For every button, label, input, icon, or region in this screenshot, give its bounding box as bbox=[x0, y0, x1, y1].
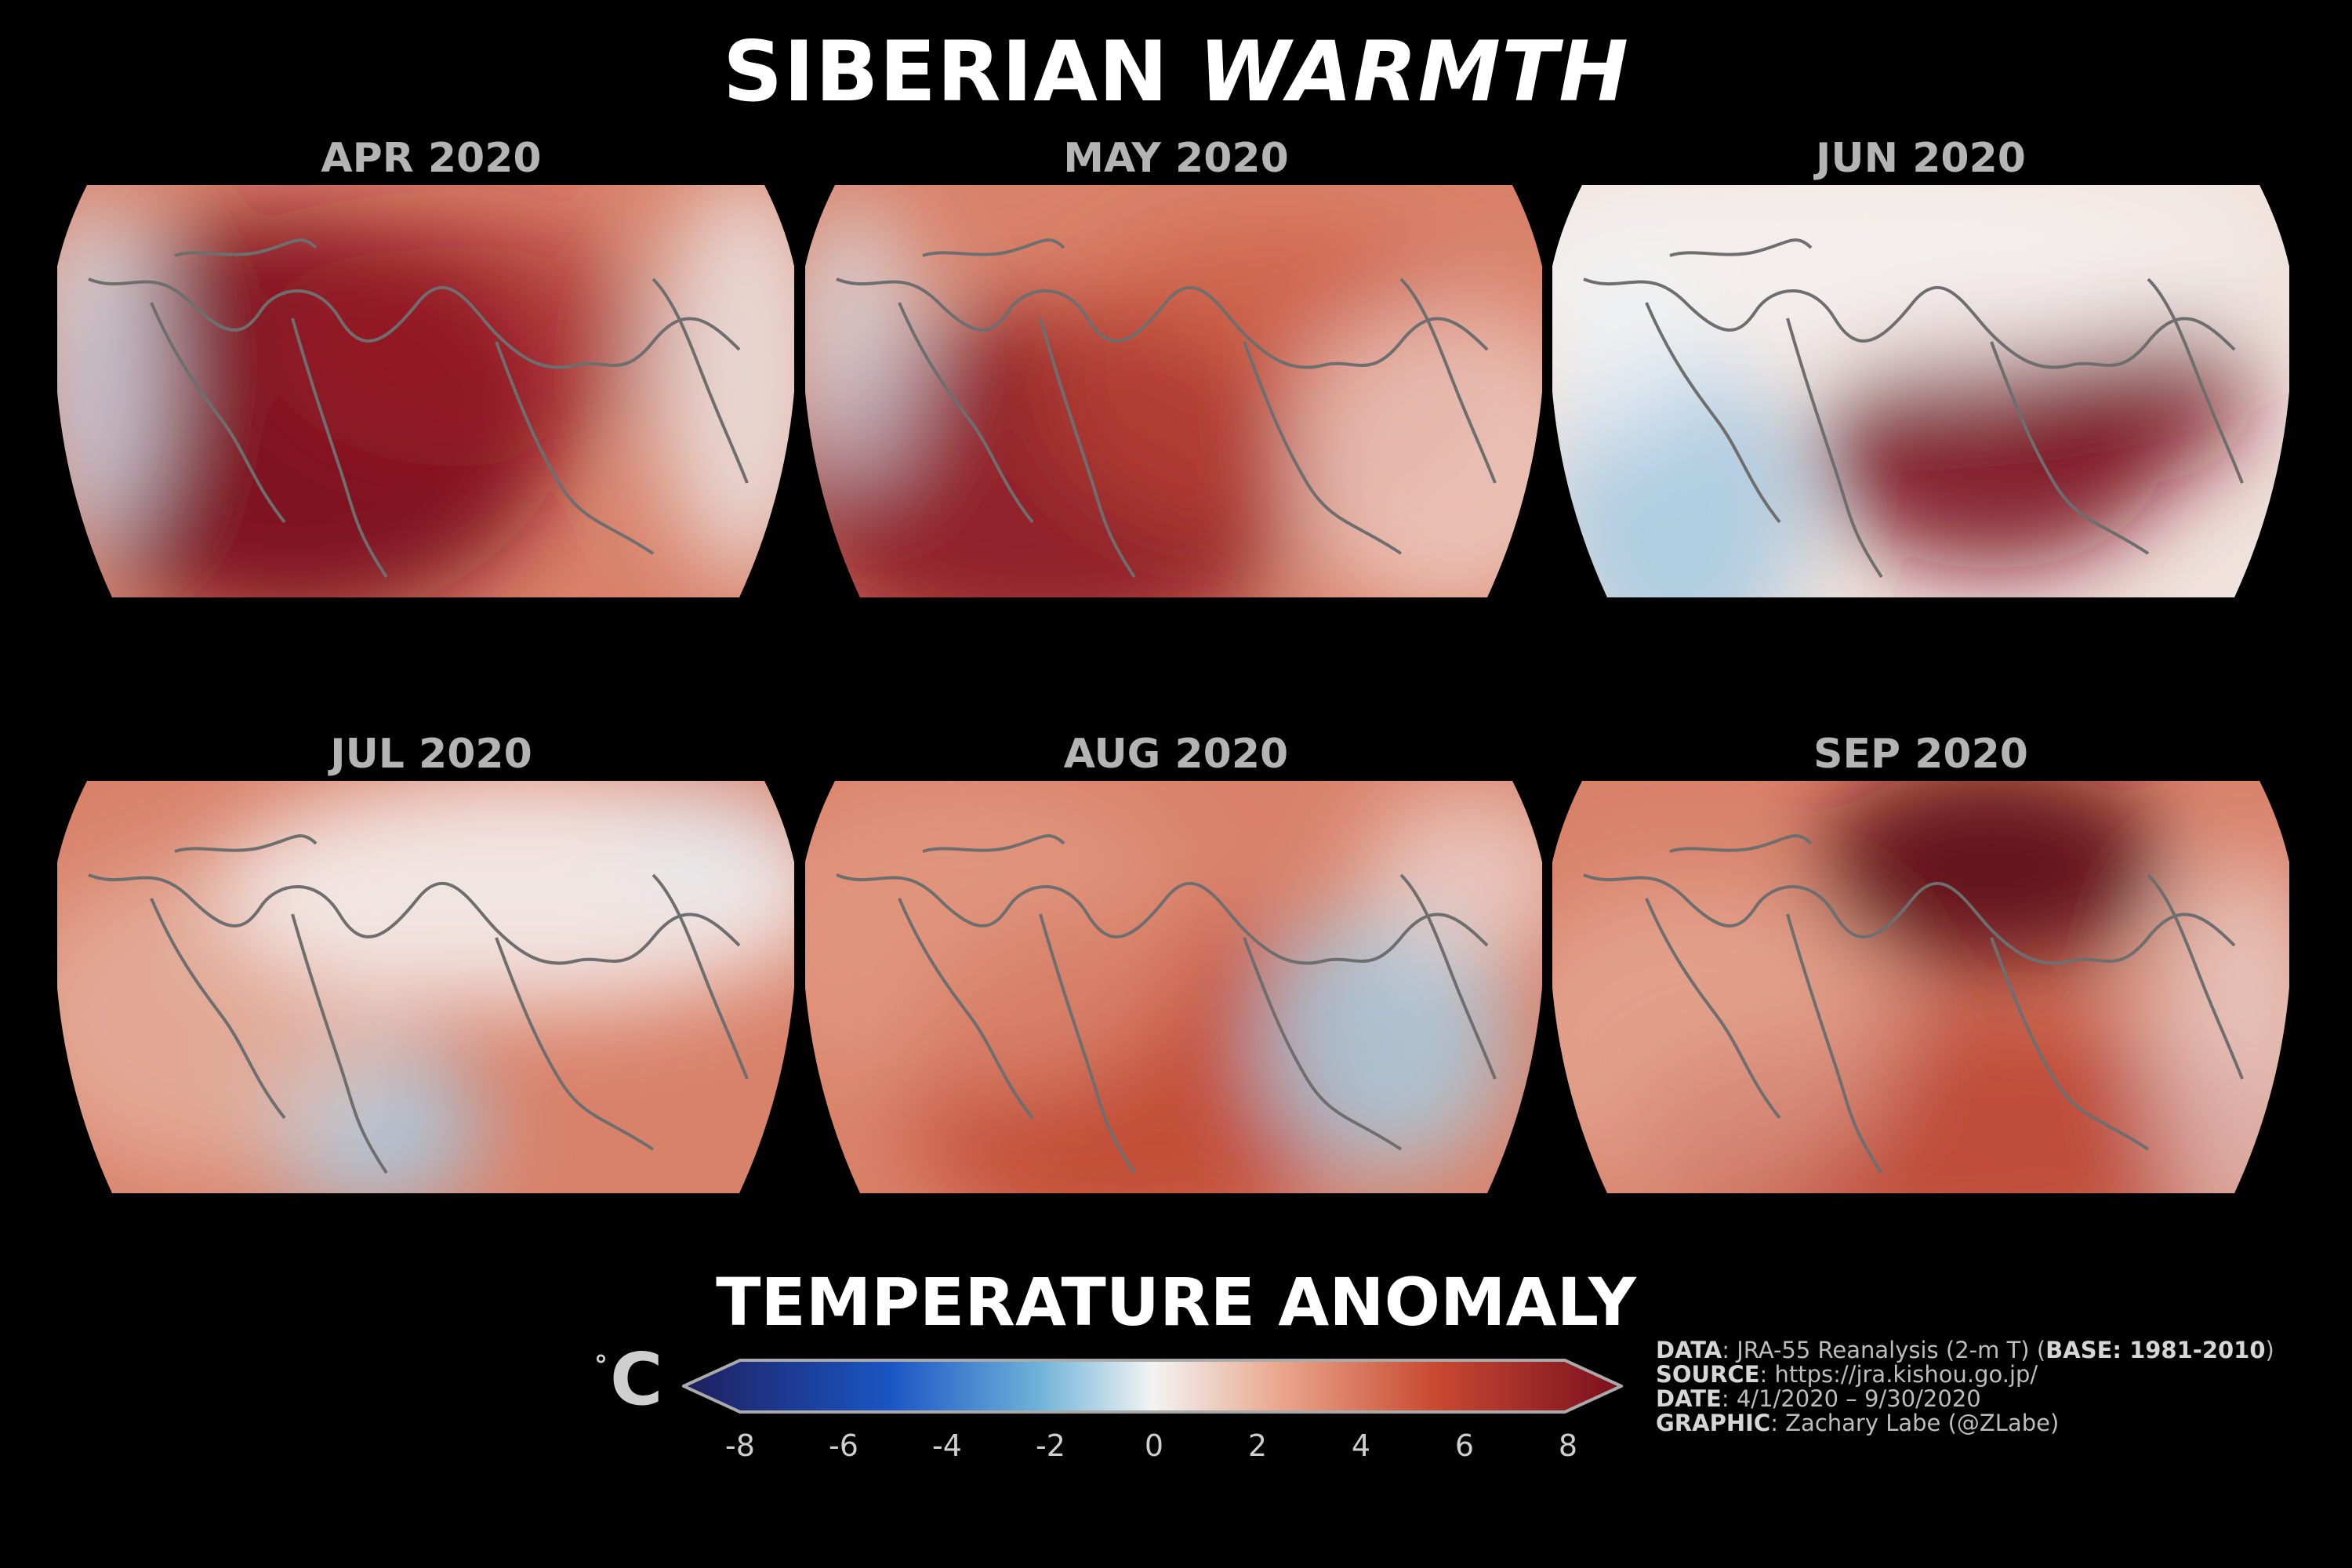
coastline bbox=[836, 834, 1497, 1174]
panel-title-sep: SEP 2020 bbox=[1813, 731, 2028, 778]
panel-title-jul: JUL 2020 bbox=[330, 731, 532, 778]
credits: DATA: JRA-55 Reanalysis (2-m T) (BASE: 1… bbox=[1656, 1338, 2274, 1436]
title-emphasis: WARMTH bbox=[1198, 24, 1629, 120]
anomaly-region bbox=[261, 216, 669, 467]
tick-label: -8 bbox=[725, 1428, 755, 1463]
anomaly-region bbox=[805, 781, 1197, 1094]
anomaly-field bbox=[805, 185, 1542, 597]
map-aug bbox=[805, 781, 1542, 1193]
anomaly-region bbox=[1819, 781, 2164, 969]
map-may bbox=[805, 185, 1542, 597]
colorbar-title: TEMPERATURE ANOMALY bbox=[716, 1264, 1636, 1341]
colorbar-ticks: -8 -6 -4 -2 0 2 4 6 8 bbox=[0, 1428, 2352, 1475]
coastline bbox=[1583, 238, 2244, 579]
anomaly-field bbox=[1552, 185, 2289, 597]
tick-label: 6 bbox=[1454, 1428, 1475, 1463]
coastline bbox=[1583, 834, 2244, 1174]
panel-title-aug: AUG 2020 bbox=[1063, 731, 1289, 778]
credit-source: SOURCE: https://jra.kishou.go.jp/ bbox=[1656, 1361, 2038, 1388]
tick-label: 2 bbox=[1247, 1428, 1268, 1463]
unit-degree: ° bbox=[594, 1350, 608, 1381]
map-jul bbox=[57, 781, 794, 1193]
anomaly-field bbox=[57, 781, 794, 1193]
tick-label: 0 bbox=[1144, 1428, 1164, 1463]
tick-label: -2 bbox=[1036, 1428, 1065, 1463]
anomaly-region bbox=[1362, 789, 1542, 961]
credit-graphic: GRAPHIC: Zachary Labe (@ZLabe) bbox=[1656, 1410, 2060, 1436]
anomaly-region bbox=[614, 781, 794, 906]
anomaly-region bbox=[2148, 859, 2289, 1193]
anomaly-region bbox=[653, 185, 794, 577]
map-apr bbox=[57, 185, 794, 597]
coastline bbox=[836, 238, 1497, 579]
figure-title: SIBERIAN WARMTH bbox=[0, 24, 2352, 120]
credit-data: DATA: JRA-55 Reanalysis (2-m T) (BASE: 1… bbox=[1656, 1337, 2274, 1363]
panel-title-jun: JUN 2020 bbox=[1816, 135, 2026, 182]
coastline bbox=[88, 238, 749, 579]
tick-label: -4 bbox=[932, 1428, 962, 1463]
anomaly-region bbox=[805, 201, 923, 483]
colorbar bbox=[680, 1358, 1625, 1414]
anomaly-field bbox=[57, 185, 794, 597]
anomaly-field bbox=[805, 781, 1542, 1193]
map-sep bbox=[1552, 781, 2289, 1193]
panel-title-may: MAY 2020 bbox=[1063, 135, 1289, 182]
tick-label: -6 bbox=[829, 1428, 858, 1463]
coastline bbox=[88, 834, 749, 1174]
credit-date: DATE: 4/1/2020 – 9/30/2020 bbox=[1656, 1385, 1981, 1412]
tick-label: 8 bbox=[1558, 1428, 1578, 1463]
anomaly-field bbox=[1552, 781, 2289, 1193]
anomaly-region bbox=[1260, 906, 1511, 1173]
title-main: SIBERIAN bbox=[722, 24, 1169, 120]
panel-title-apr: APR 2020 bbox=[321, 135, 542, 182]
anomaly-region bbox=[1552, 883, 1897, 1193]
unit-letter: C bbox=[610, 1338, 663, 1421]
tick-label: 4 bbox=[1351, 1428, 1371, 1463]
map-jun bbox=[1552, 185, 2289, 597]
